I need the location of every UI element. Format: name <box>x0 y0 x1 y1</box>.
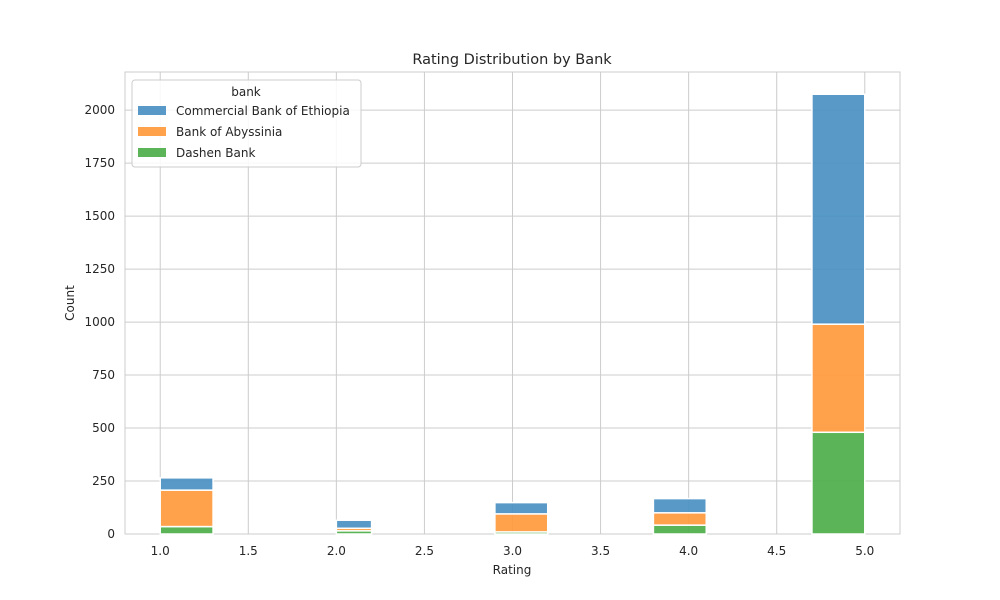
y-tick-label: 750 <box>92 368 115 382</box>
bar-commercial-bank-of-ethiopia <box>652 497 708 514</box>
legend-entry-label: Bank of Abyssinia <box>176 125 282 139</box>
bar-bank-of-abyssinia <box>159 489 214 528</box>
x-tick-label: 4.5 <box>767 544 786 558</box>
x-tick-label: 1.0 <box>151 544 170 558</box>
legend-swatch <box>138 148 166 157</box>
y-tick-label: 1500 <box>84 209 115 223</box>
x-tick-label: 1.5 <box>239 544 258 558</box>
bars <box>159 93 866 535</box>
bar-commercial-bank-of-ethiopia <box>811 93 866 325</box>
legend-swatch <box>138 106 166 115</box>
y-tick-label: 1000 <box>84 315 115 329</box>
bar-dashen-bank <box>811 431 866 535</box>
y-tick-label: 1750 <box>84 156 115 170</box>
legend-title: bank <box>231 85 261 99</box>
y-tick-label: 2000 <box>84 103 115 117</box>
y-axis-label: Count <box>63 285 77 321</box>
x-tick-label: 3.0 <box>503 544 522 558</box>
y-tick-label: 250 <box>92 474 115 488</box>
bar-bank-of-abyssinia <box>652 512 708 526</box>
x-axis-label: Rating <box>493 563 532 577</box>
bar-bank-of-abyssinia <box>494 513 549 533</box>
bar-commercial-bank-of-ethiopia <box>335 519 373 530</box>
y-ticks: 0 250 500 750 1000 1250 1500 1750 2000 <box>84 103 115 541</box>
x-tick-label: 2.0 <box>327 544 346 558</box>
legend-box <box>131 79 362 168</box>
bar-commercial-bank-of-ethiopia <box>494 501 549 515</box>
bar-dashen-bank <box>652 524 708 535</box>
y-tick-label: 1250 <box>84 262 115 276</box>
legend-entry-label: Commercial Bank of Ethiopia <box>176 104 350 118</box>
y-tick-label: 0 <box>107 527 115 541</box>
x-tick-label: 4.0 <box>679 544 698 558</box>
bar-bank-of-abyssinia <box>811 323 866 434</box>
legend: bank Commercial Bank of Ethiopia Bank of … <box>131 79 362 168</box>
legend-swatch <box>138 127 166 136</box>
y-tick-label: 500 <box>92 421 115 435</box>
x-ticks: 1.0 1.5 2.0 2.5 3.0 3.5 4.0 4.5 5.0 <box>151 544 875 558</box>
bar-dashen-bank <box>159 525 214 535</box>
x-tick-label: 3.5 <box>591 544 610 558</box>
legend-entry-label: Dashen Bank <box>176 146 255 160</box>
chart-title: Rating Distribution by Bank <box>412 52 612 68</box>
bar-commercial-bank-of-ethiopia <box>159 477 214 491</box>
x-tick-label: 2.5 <box>415 544 434 558</box>
x-tick-label: 5.0 <box>855 544 874 558</box>
